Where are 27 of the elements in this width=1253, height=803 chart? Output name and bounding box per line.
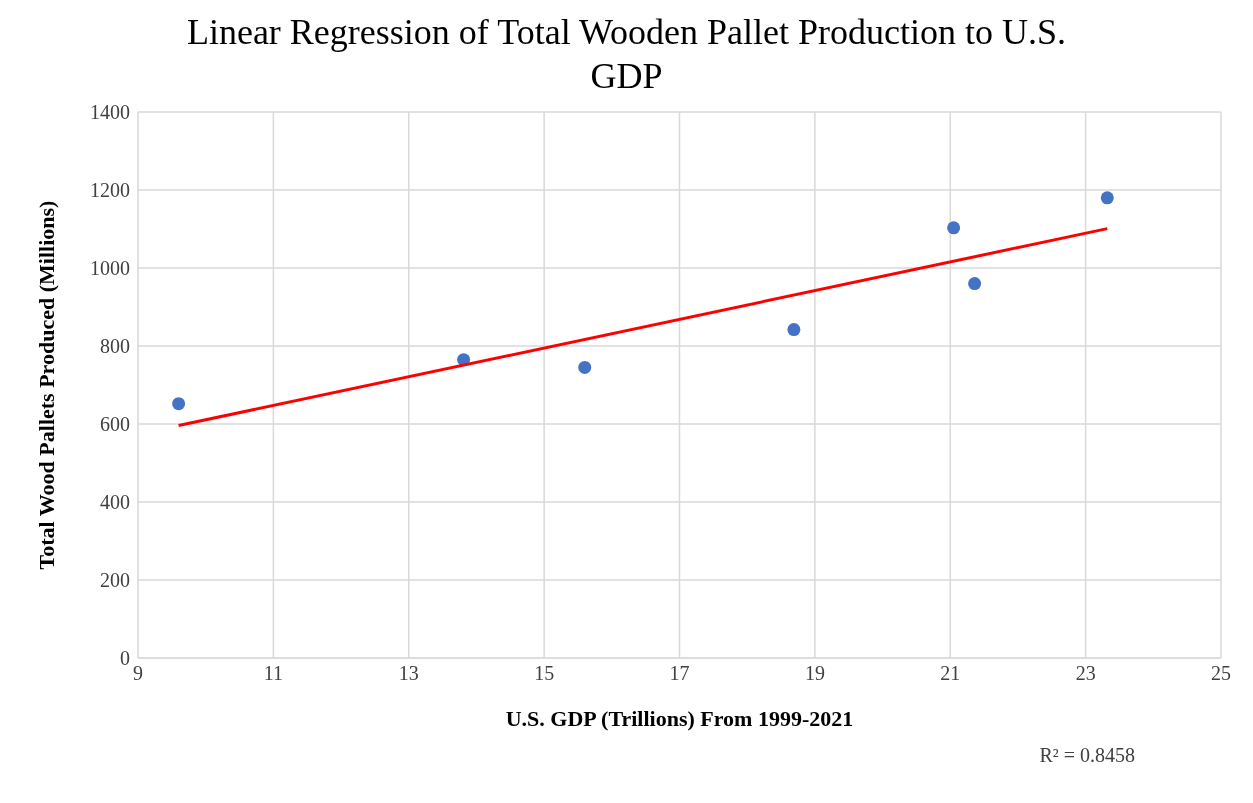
y-tick-label: 600 — [100, 413, 130, 436]
y-tick-label: 800 — [100, 335, 130, 358]
point — [787, 323, 801, 337]
x-tick-label: 9 — [133, 662, 143, 685]
y-tick-label: 0 — [120, 647, 130, 670]
point — [578, 360, 592, 374]
x-tick-label: 21 — [940, 662, 961, 685]
point — [947, 221, 961, 235]
y-axis-title: Total Wood Pallets Produced (Millions) — [33, 200, 59, 570]
y-tick-label: 1200 — [90, 179, 130, 202]
chart-title: Linear Regression of Total Wooden Pallet Production to U.S. GDP — [185, 11, 1068, 98]
y-tick-label: 1000 — [90, 257, 130, 280]
point — [968, 277, 982, 291]
text: R² = 0.8458 — [1038, 744, 1136, 767]
y-tick-label: 200 — [100, 569, 130, 592]
point — [172, 397, 186, 411]
x-tick-label: 13 — [398, 662, 419, 685]
y-tick-label: 1400 — [90, 101, 130, 124]
x-tick-label: 19 — [804, 662, 825, 685]
point — [1100, 191, 1114, 205]
x-tick-label: 15 — [534, 662, 555, 685]
x-tick-label: 25 — [1211, 662, 1231, 685]
x-axis-title: U.S. GDP (Trillions) From 1999-2021 — [505, 706, 854, 731]
y-tick-label: 400 — [100, 491, 130, 514]
x-tick-label: 23 — [1075, 662, 1096, 685]
x-tick-label: 17 — [669, 662, 690, 685]
x-tick-label: 11 — [263, 662, 284, 685]
